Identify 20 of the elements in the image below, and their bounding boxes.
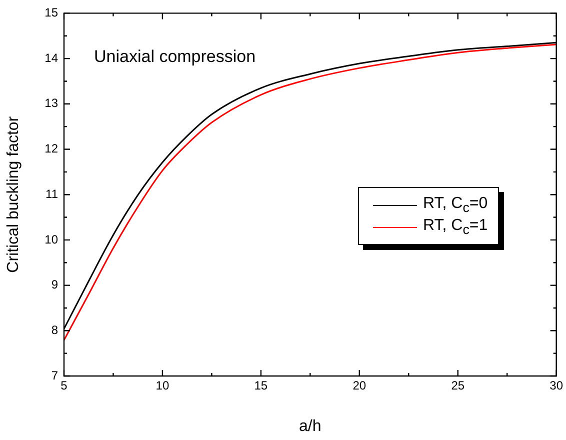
x-tick-label: 15 <box>254 378 268 393</box>
y-tick-label: 11 <box>46 186 58 201</box>
legend-label: RT, C$_{c}$=0 <box>423 194 488 216</box>
x-tick-label: 30 <box>550 378 564 393</box>
legend-label: RT, C$_{c}$=1 <box>423 216 488 238</box>
x-tick-label: 20 <box>352 378 366 393</box>
y-tick-label: 15 <box>44 6 58 20</box>
y-tick-label: 13 <box>44 96 58 110</box>
x-tick-label: 10 <box>156 378 170 393</box>
y-tick-label: 7 <box>51 368 58 382</box>
annotation: Uniaxial compression <box>94 46 256 66</box>
y-tick-label: 9 <box>51 278 58 292</box>
y-tick-label: 12 <box>44 142 58 156</box>
y-tick-label: 10 <box>44 232 58 246</box>
x-axis-title: a/h <box>299 418 322 435</box>
y-axis-title: Critical buckling factor <box>5 116 22 273</box>
x-tick-label: 5 <box>60 378 68 393</box>
y-tick-label: 8 <box>51 322 58 337</box>
y-tick-label: 14 <box>44 50 58 65</box>
x-tick-label: 25 <box>451 378 465 393</box>
